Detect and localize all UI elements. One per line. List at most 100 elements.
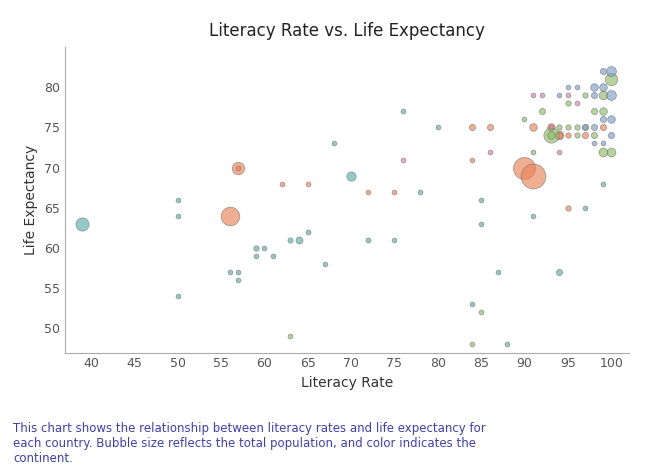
X-axis label: Literacy Rate: Literacy Rate bbox=[301, 376, 393, 390]
Point bbox=[554, 132, 564, 139]
Point bbox=[467, 156, 478, 163]
Point bbox=[597, 140, 608, 147]
Point bbox=[476, 220, 486, 227]
Point bbox=[580, 92, 590, 99]
Point bbox=[597, 108, 608, 115]
Point bbox=[519, 116, 529, 123]
Point bbox=[580, 132, 590, 139]
Point bbox=[467, 341, 478, 348]
Point bbox=[303, 228, 313, 235]
Point bbox=[588, 84, 599, 91]
Point bbox=[597, 148, 608, 155]
Point bbox=[389, 236, 400, 244]
Point bbox=[398, 156, 408, 163]
Point bbox=[580, 124, 590, 131]
Title: Literacy Rate vs. Life Expectancy: Literacy Rate vs. Life Expectancy bbox=[209, 22, 485, 40]
Point bbox=[294, 236, 304, 244]
Point bbox=[502, 341, 513, 348]
Point bbox=[285, 333, 295, 340]
Point bbox=[562, 132, 573, 139]
Point bbox=[588, 124, 599, 131]
Point bbox=[554, 268, 564, 276]
Point bbox=[224, 268, 235, 276]
Point bbox=[303, 180, 313, 188]
Point bbox=[588, 108, 599, 115]
Point bbox=[554, 148, 564, 155]
Point bbox=[476, 196, 486, 204]
Point bbox=[528, 124, 538, 131]
Point bbox=[329, 140, 339, 147]
Point bbox=[554, 92, 564, 99]
Point bbox=[363, 188, 373, 196]
Point bbox=[546, 132, 556, 139]
Point bbox=[572, 132, 582, 139]
Point bbox=[580, 124, 590, 131]
Point bbox=[277, 180, 287, 188]
Point bbox=[597, 116, 608, 123]
Point bbox=[250, 252, 260, 260]
Point bbox=[546, 132, 556, 139]
Point bbox=[606, 116, 616, 123]
Point bbox=[606, 148, 616, 155]
Y-axis label: Life Expectancy: Life Expectancy bbox=[25, 145, 38, 255]
Point bbox=[546, 124, 556, 131]
Point bbox=[363, 236, 373, 244]
Point bbox=[597, 84, 608, 91]
Point bbox=[233, 268, 244, 276]
Point bbox=[537, 108, 547, 115]
Point bbox=[172, 212, 183, 219]
Point bbox=[562, 92, 573, 99]
Point bbox=[554, 124, 564, 131]
Point bbox=[597, 124, 608, 131]
Point bbox=[476, 308, 486, 316]
Point bbox=[554, 132, 564, 139]
Point bbox=[485, 148, 495, 155]
Point bbox=[606, 132, 616, 139]
Point bbox=[606, 67, 616, 75]
Point bbox=[467, 300, 478, 308]
Point bbox=[588, 92, 599, 99]
Point bbox=[606, 92, 616, 99]
Point bbox=[433, 124, 443, 131]
Point bbox=[346, 172, 356, 180]
Point bbox=[562, 204, 573, 212]
Point bbox=[467, 124, 478, 131]
Point bbox=[562, 100, 573, 107]
Point bbox=[597, 67, 608, 75]
Point bbox=[572, 124, 582, 131]
Point bbox=[259, 244, 270, 252]
Point bbox=[233, 276, 244, 284]
Point bbox=[172, 292, 183, 300]
Point bbox=[588, 140, 599, 147]
Point bbox=[224, 212, 235, 219]
Point bbox=[528, 148, 538, 155]
Point bbox=[580, 204, 590, 212]
Point bbox=[233, 164, 244, 172]
Point bbox=[546, 124, 556, 131]
Point bbox=[588, 132, 599, 139]
Point bbox=[528, 92, 538, 99]
Point bbox=[562, 124, 573, 131]
Point bbox=[572, 100, 582, 107]
Point bbox=[597, 180, 608, 188]
Point bbox=[250, 244, 260, 252]
Point bbox=[233, 164, 244, 172]
Point bbox=[77, 220, 87, 227]
Point bbox=[320, 260, 330, 268]
Point bbox=[398, 108, 408, 115]
Point bbox=[597, 92, 608, 99]
Point bbox=[268, 252, 278, 260]
Point bbox=[562, 84, 573, 91]
Point bbox=[285, 236, 295, 244]
Text: This chart shows the relationship between literacy rates and life expectancy for: This chart shows the relationship betwee… bbox=[13, 423, 486, 465]
Point bbox=[493, 268, 503, 276]
Point bbox=[485, 124, 495, 131]
Point bbox=[528, 212, 538, 219]
Point bbox=[172, 196, 183, 204]
Point bbox=[415, 188, 426, 196]
Point bbox=[528, 172, 538, 180]
Point bbox=[519, 164, 529, 172]
Point bbox=[572, 84, 582, 91]
Point bbox=[606, 75, 616, 83]
Point bbox=[389, 188, 400, 196]
